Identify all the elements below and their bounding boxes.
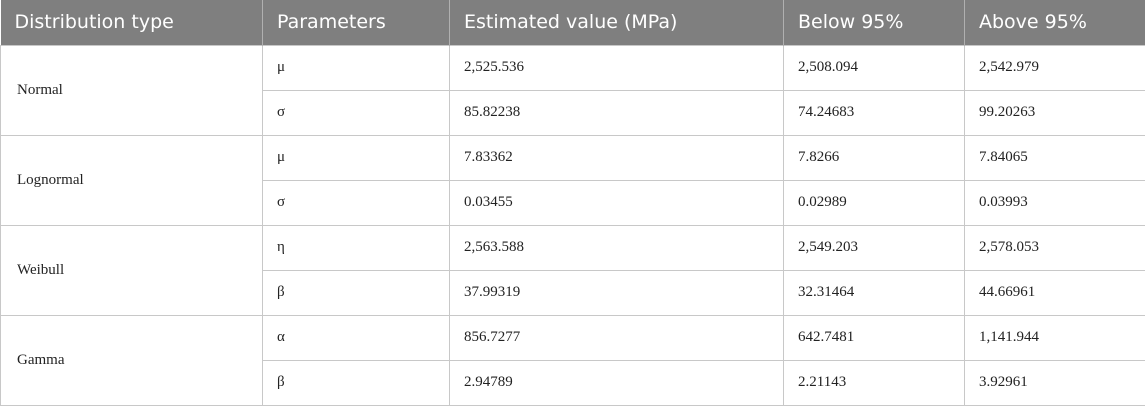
above-95-cell: 99.20263 — [964, 89, 1145, 136]
table-row: Gamma α 856.7277 642.7481 1,141.944 — [0, 314, 1145, 406]
parameter-cell: μ — [262, 44, 450, 91]
header-distribution-type: Distribution type — [0, 0, 263, 45]
parameter-cell: σ — [262, 179, 450, 226]
estimate-cell: 7.83362 — [449, 134, 784, 181]
distribution-type-cell: Lognormal — [0, 134, 263, 226]
estimate-cell: 85.82238 — [449, 89, 784, 136]
estimate-cell: 0.03455 — [449, 179, 784, 226]
estimate-cell: 856.7277 — [449, 314, 784, 361]
above-95-cell: 3.92961 — [964, 359, 1145, 406]
header-parameters: Parameters — [262, 0, 450, 45]
table-row: σ 0.03455 0.02989 0.03993 — [1, 179, 1145, 226]
below-95-cell: 2,508.094 — [783, 44, 965, 91]
table-row: Normal μ 2,525.536 2,508.094 2,542.979 — [0, 44, 1145, 136]
header-estimated-value: Estimated value (MPa) — [449, 0, 784, 45]
table-row: Lognormal μ 7.83362 7.8266 7.84065 — [0, 134, 1145, 226]
above-95-cell: 1,141.944 — [964, 314, 1145, 361]
below-95-cell: 642.7481 — [783, 314, 965, 361]
estimate-cell: 2.94789 — [449, 359, 784, 406]
table-row: Weibull η 2,563.588 2,549.203 2,578.053 — [0, 224, 1145, 316]
distribution-type-cell: Normal — [0, 44, 263, 136]
below-95-cell: 0.02989 — [783, 179, 965, 226]
table-row: β 2.94789 2.21143 3.92961 — [1, 359, 1145, 406]
header-row: Distribution type Parameters Estimated v… — [0, 0, 1145, 45]
above-95-cell: 0.03993 — [964, 179, 1145, 226]
above-95-cell: 2,542.979 — [964, 44, 1145, 91]
estimate-cell: 2,525.536 — [449, 44, 784, 91]
above-95-cell: 44.66961 — [964, 269, 1145, 316]
table-row: β 37.99319 32.31464 44.66961 — [1, 269, 1145, 316]
distribution-type-cell: Weibull — [0, 224, 263, 316]
above-95-cell: 7.84065 — [964, 134, 1145, 181]
parameter-cell: β — [262, 269, 450, 316]
distribution-type-cell: Gamma — [0, 314, 263, 406]
below-95-cell: 74.24683 — [783, 89, 965, 136]
parameter-cell: η — [262, 224, 450, 271]
below-95-cell: 32.31464 — [783, 269, 965, 316]
table-row: σ 85.82238 74.24683 99.20263 — [1, 89, 1145, 136]
below-95-cell: 2,549.203 — [783, 224, 965, 271]
parameter-cell: α — [262, 314, 450, 361]
above-95-cell: 2,578.053 — [964, 224, 1145, 271]
header-below-95: Below 95% — [783, 0, 965, 45]
parameter-cell: β — [262, 359, 450, 406]
header-above-95: Above 95% — [964, 0, 1145, 45]
parameter-cell: σ — [262, 89, 450, 136]
parameter-cell: μ — [262, 134, 450, 181]
estimate-cell: 2,563.588 — [449, 224, 784, 271]
below-95-cell: 2.21143 — [783, 359, 965, 406]
below-95-cell: 7.8266 — [783, 134, 965, 181]
estimate-cell: 37.99319 — [449, 269, 784, 316]
